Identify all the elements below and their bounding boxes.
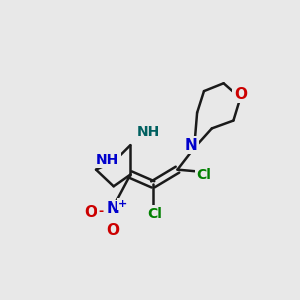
Text: NH: NH <box>136 125 160 139</box>
Text: -: - <box>98 205 104 218</box>
Text: O: O <box>106 223 119 238</box>
Text: Cl: Cl <box>196 167 211 182</box>
Text: NH: NH <box>96 153 119 167</box>
Text: O: O <box>85 205 98 220</box>
Text: N: N <box>106 201 119 216</box>
Text: Cl: Cl <box>148 207 162 221</box>
Text: O: O <box>234 87 247 102</box>
Text: N: N <box>185 138 198 153</box>
Text: +: + <box>118 199 127 209</box>
